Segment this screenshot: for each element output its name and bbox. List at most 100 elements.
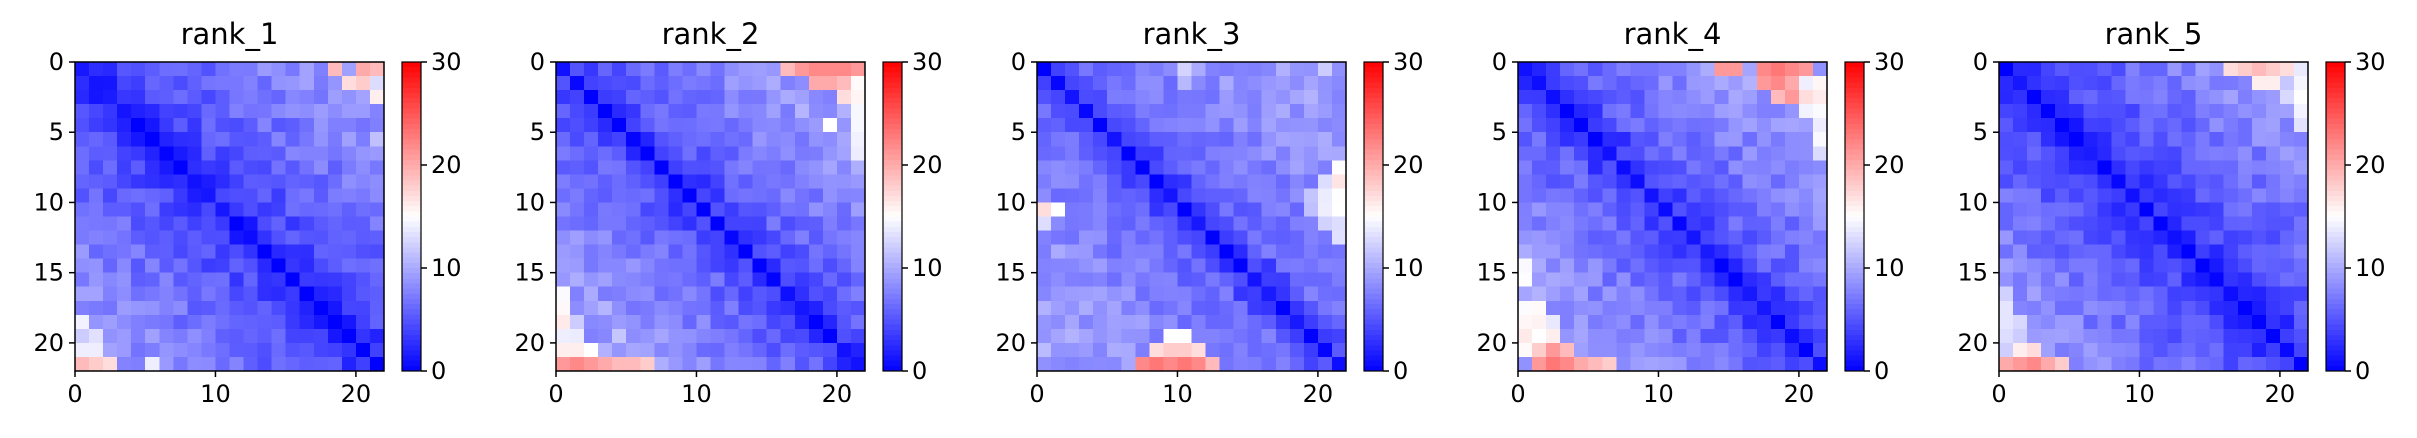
- heatmap-cell: [1999, 62, 2014, 77]
- heatmap-cell: [215, 342, 230, 358]
- heatmap-cell: [243, 202, 258, 217]
- heatmap-cell: [89, 356, 104, 372]
- colorbar-segment: [1364, 288, 1383, 295]
- heatmap-cell: [1205, 104, 1220, 119]
- heatmap-cell: [1079, 300, 1094, 316]
- heatmap-cell: [327, 258, 343, 274]
- heatmap-cell: [1630, 202, 1645, 217]
- heatmap-cell: [1121, 216, 1136, 231]
- heatmap-cell: [850, 118, 866, 133]
- heatmap-cell: [584, 356, 599, 372]
- heatmap-cell: [1247, 202, 1263, 217]
- heatmap-cell: [794, 244, 810, 260]
- heatmap-cell: [1079, 342, 1094, 358]
- heatmap-cell: [75, 328, 90, 344]
- colorbar-tick-label: 20: [912, 151, 943, 179]
- heatmap-cell: [2055, 160, 2070, 175]
- heatmap-cell: [1616, 230, 1631, 245]
- heatmap-cell: [1518, 202, 1533, 217]
- heatmap-cell: [738, 342, 754, 358]
- heatmap-cell: [1784, 62, 1800, 77]
- heatmap-cell: [1219, 314, 1235, 330]
- heatmap-cell: [2083, 160, 2098, 175]
- heatmap-cell: [766, 286, 782, 302]
- heatmap-cell: [327, 188, 343, 203]
- heatmap-cell: [2041, 132, 2056, 147]
- heatmap-cell: [556, 118, 571, 133]
- plot-frame: [1517, 61, 1828, 372]
- colorbar-segment: [1845, 242, 1864, 248]
- heatmap-cell: [1616, 328, 1631, 344]
- heatmap-cell: [2167, 118, 2182, 133]
- heatmap-cell: [1588, 230, 1603, 245]
- heatmap-cell: [2097, 230, 2112, 245]
- heatmap-cell: [808, 104, 824, 119]
- heatmap-cell: [1079, 90, 1094, 105]
- heatmap-cell: [1275, 258, 1291, 274]
- colorbar-segment: [1364, 98, 1383, 104]
- heatmap-cell: [1163, 328, 1178, 344]
- heatmap-cell: [1560, 244, 1575, 260]
- heatmap-cell: [1065, 146, 1080, 161]
- heatmap-cell: [1686, 118, 1701, 133]
- heatmap-cell: [2139, 90, 2154, 105]
- heatmap-cell: [1233, 356, 1249, 372]
- heatmap-cell: [1798, 328, 1814, 344]
- heatmap-cell: [822, 132, 838, 147]
- heatmap-cell: [1233, 90, 1249, 105]
- heatmap-cell: [1233, 286, 1249, 302]
- heatmap-cell: [1686, 216, 1701, 231]
- heatmap-cell: [1121, 286, 1136, 302]
- heatmap-cell: [285, 286, 301, 302]
- heatmap-cell: [215, 258, 230, 274]
- heatmap-cell: [1999, 118, 2014, 133]
- heatmap-cell: [584, 300, 599, 316]
- heatmap-cell: [299, 202, 315, 217]
- heatmap-cell: [836, 132, 852, 147]
- heatmap-cell: [724, 258, 739, 274]
- heatmap-cell: [1770, 216, 1786, 231]
- heatmap-cell: [1784, 160, 1800, 175]
- heatmap-cell: [1728, 146, 1744, 161]
- heatmap-cell: [612, 258, 627, 274]
- heatmap-cell: [640, 286, 655, 302]
- heatmap-cell: [556, 216, 571, 231]
- heatmap-cell: [710, 146, 725, 161]
- heatmap-cell: [2139, 76, 2154, 91]
- heatmap-cell: [696, 272, 711, 288]
- colorbar-segment: [2326, 180, 2345, 187]
- heatmap-cell: [2181, 160, 2197, 175]
- colorbar-segment: [883, 190, 902, 197]
- heatmap-cell: [313, 342, 329, 358]
- heatmap-cell: [2251, 62, 2267, 77]
- heatmap-cell: [2125, 188, 2140, 203]
- heatmap-cell: [2167, 230, 2182, 245]
- heatmap-cell: [1163, 160, 1178, 175]
- heatmap-cell: [2265, 174, 2281, 189]
- colorbar-segment: [1364, 118, 1383, 125]
- heatmap-cell: [1219, 146, 1235, 161]
- heatmap-cell: [1051, 328, 1066, 344]
- heatmap-cell: [1163, 118, 1178, 133]
- heatmap-cell: [313, 258, 329, 274]
- heatmap-cell: [724, 230, 739, 245]
- y-tick-label: 5: [530, 118, 545, 146]
- heatmap-cell: [2153, 286, 2168, 302]
- heatmap-cell: [131, 160, 146, 175]
- heatmap-cell: [159, 300, 174, 316]
- heatmap-cell: [710, 188, 725, 203]
- heatmap-cell: [2251, 258, 2267, 274]
- heatmap-cell: [1532, 90, 1547, 105]
- heatmap-cell: [2069, 118, 2084, 133]
- heatmap-cell: [1644, 76, 1659, 91]
- heatmap-cell: [1532, 216, 1547, 231]
- heatmap-cell: [75, 272, 90, 288]
- heatmap-cell: [187, 132, 202, 147]
- heatmap-cell: [570, 300, 585, 316]
- heatmap-cell: [1658, 174, 1673, 189]
- colorbar-segment: [2326, 345, 2345, 351]
- heatmap-cell: [2167, 160, 2182, 175]
- y-tick-label: 5: [1011, 118, 1026, 146]
- heatmap-cell: [1812, 76, 1828, 91]
- heatmap-cell: [696, 286, 711, 302]
